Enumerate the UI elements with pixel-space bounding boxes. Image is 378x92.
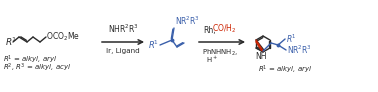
Text: NHR$^2$R$^3$: NHR$^2$R$^3$	[108, 23, 138, 35]
Text: R$^1$: R$^1$	[5, 36, 17, 48]
Text: R$^1$ = alkyl, aryl: R$^1$ = alkyl, aryl	[3, 54, 57, 66]
Text: PhNHNH$_2$,: PhNHNH$_2$,	[202, 48, 238, 58]
Text: R$^1$ = alkyl, aryl: R$^1$ = alkyl, aryl	[258, 64, 313, 76]
Text: R$^1$: R$^1$	[148, 39, 159, 51]
Text: R$^2$, R$^3$ = alkyl, acyl: R$^2$, R$^3$ = alkyl, acyl	[3, 62, 71, 74]
Text: NH: NH	[255, 52, 267, 61]
Text: CO/H$_2$: CO/H$_2$	[212, 23, 237, 35]
Text: Ir, Ligand: Ir, Ligand	[106, 48, 140, 54]
Text: Rh,: Rh,	[203, 26, 215, 35]
Text: R$^1$: R$^1$	[286, 33, 296, 45]
Text: NR$^2$R$^3$: NR$^2$R$^3$	[175, 15, 200, 27]
Text: H$^+$: H$^+$	[206, 55, 218, 65]
Text: NR$^2$R$^3$: NR$^2$R$^3$	[287, 44, 312, 56]
Text: OCO$_2$Me: OCO$_2$Me	[46, 31, 80, 43]
